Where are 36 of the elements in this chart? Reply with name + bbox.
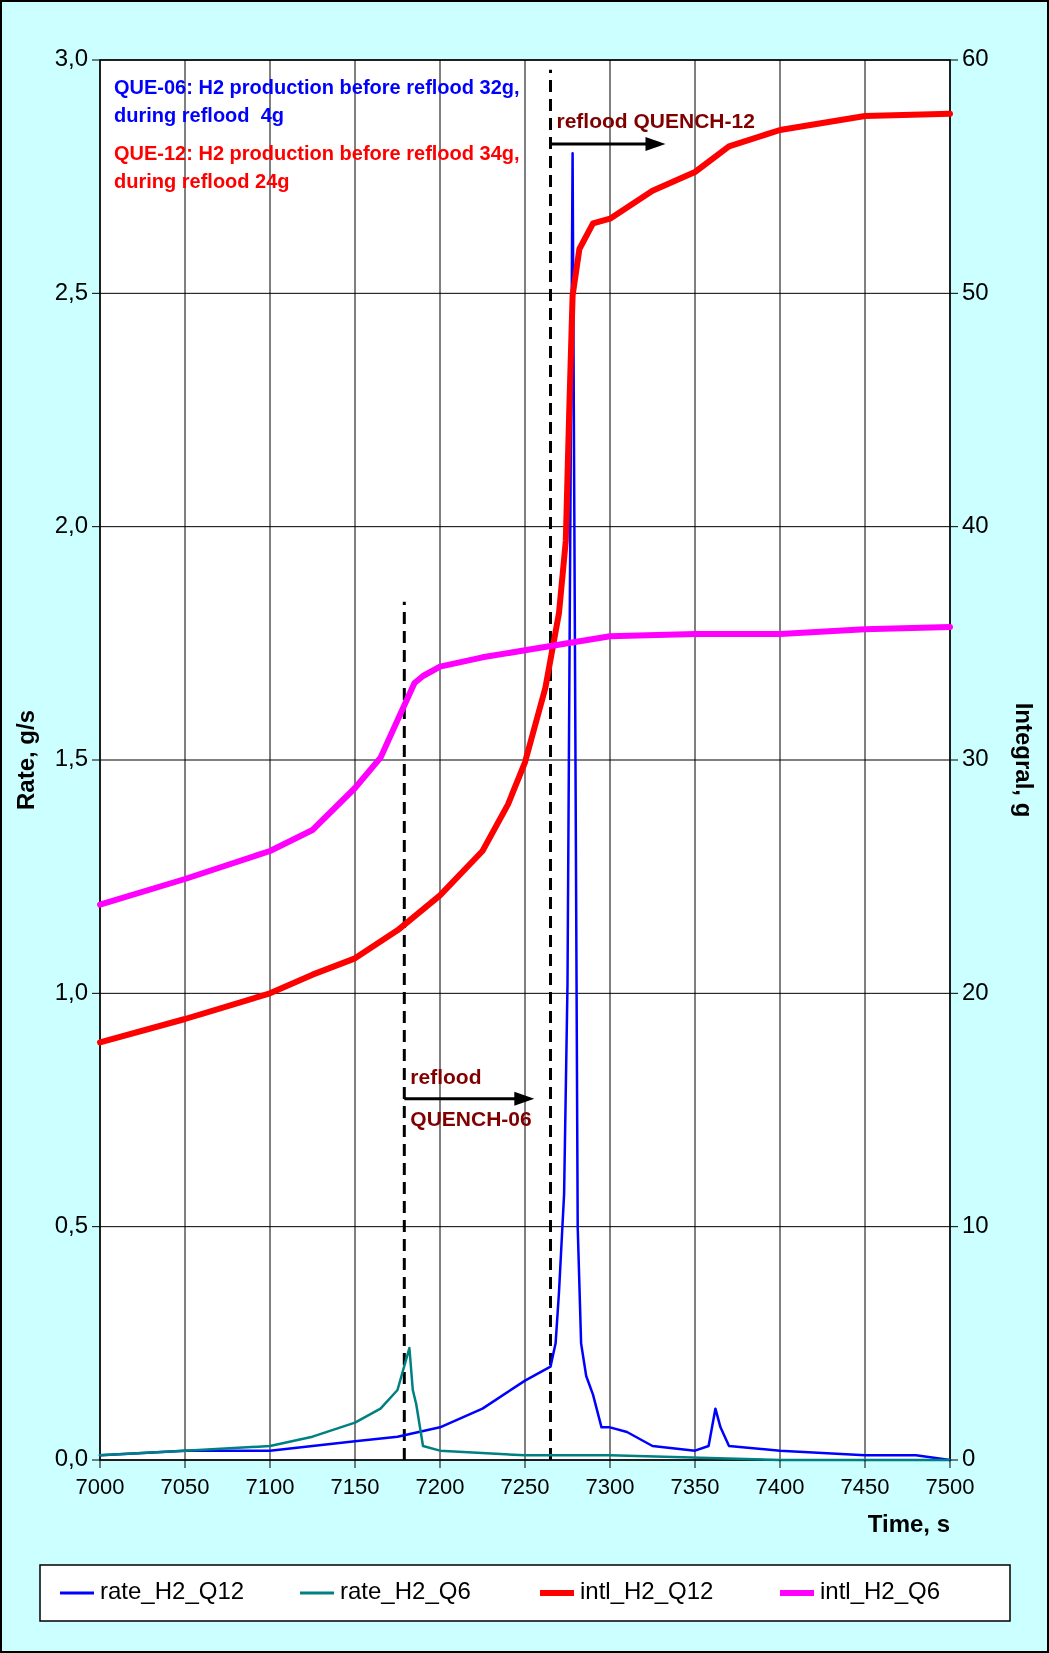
y-tick-label: 1,0 [54,977,88,1005]
legend-label: intl_H2_Q12 [580,1577,714,1605]
legend-label: rate_H2_Q12 [100,1577,245,1605]
x-tick-label: 7050 [160,1474,210,1499]
y-tick-label: 0,0 [54,1444,88,1472]
x-tick-label: 7150 [330,1474,380,1499]
y-tick-label: 1,5 [54,744,88,772]
y2-tick-label: 10 [962,1211,989,1239]
annotation: QUE-06: H2 production before reflood 32g, during reflood 4g [114,76,520,126]
y2-tick-label: 0 [962,1444,976,1472]
x-tick-label: 7450 [840,1474,890,1499]
y-tick-label: 2,5 [54,277,88,305]
ref-line-label: reflood QUENCH-12 [556,108,755,132]
y-tick-label: 2,0 [54,511,88,539]
ref-line-label: reflood QUENCH-06 [410,1065,532,1131]
y2-tick-label: 30 [962,744,989,772]
x-tick-label: 7350 [670,1474,720,1499]
annotation: QUE-12: H2 production before reflood 34g, during reflood 24g [114,142,520,192]
y2-tick-label: 20 [962,977,989,1005]
y2-tick-label: 40 [962,511,989,539]
y2-tick-label: 60 [962,44,989,72]
legend-label: intl_H2_Q6 [820,1577,941,1605]
y-tick-label: 0,5 [54,1211,88,1239]
x-tick-label: 7400 [755,1474,805,1499]
x-tick-label: 7000 [75,1474,125,1499]
x-axis-title: Time, s [867,1510,950,1537]
x-tick-label: 7100 [245,1474,295,1499]
y2-tick-label: 50 [962,277,989,305]
y-axis-title: Rate, g/s [12,709,40,811]
legend-label: rate_H2_Q6 [340,1577,471,1605]
x-tick-label: 7300 [585,1474,635,1499]
x-tick-label: 7250 [500,1474,550,1499]
x-tick-label: 7200 [415,1474,465,1499]
x-tick-label: 7500 [925,1474,975,1499]
y2-axis-title: Integral, g [1010,702,1038,818]
y-tick-label: 3,0 [54,44,88,72]
